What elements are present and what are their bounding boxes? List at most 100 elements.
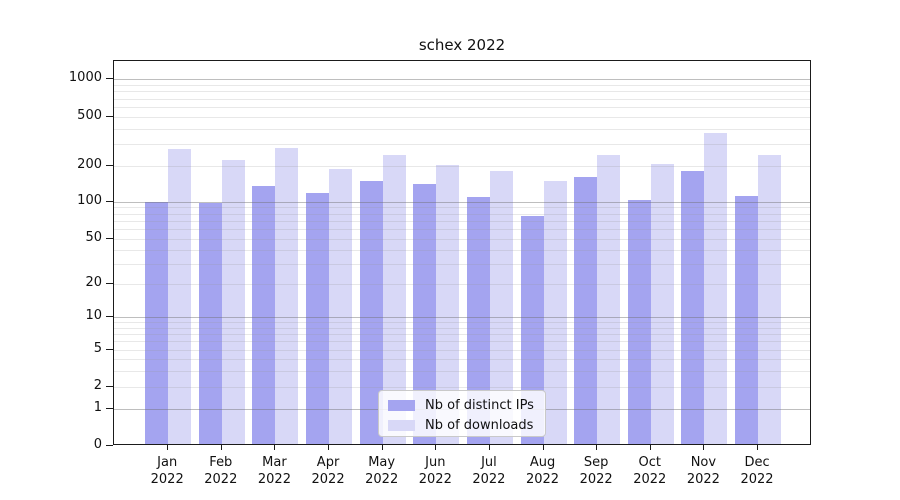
x-tick-label-sep: Sep 2022 <box>564 454 628 488</box>
x-tick-label-jun: Jun 2022 <box>403 454 467 488</box>
gridline-minor <box>114 84 810 86</box>
month-year: 2022 <box>257 471 291 487</box>
month-year: 2022 <box>311 471 345 487</box>
gridline-major <box>114 79 810 80</box>
bar-downloads-jul <box>489 170 513 444</box>
y-tick-mark <box>106 164 113 166</box>
month-year: 2022 <box>525 471 560 487</box>
month-year: 2022 <box>579 471 613 487</box>
gridline-minor <box>114 333 810 335</box>
x-tick-mark <box>757 444 759 450</box>
x-tick-mark <box>703 444 705 450</box>
month-year: 2022 <box>150 471 184 487</box>
bar-downloads-sep <box>597 155 621 444</box>
month-name: Sep <box>583 454 609 470</box>
legend-label-downloads: Nb of downloads <box>425 417 534 433</box>
x-tick-mark <box>167 444 169 450</box>
gridline-minor <box>114 264 810 266</box>
month-year: 2022 <box>740 471 774 487</box>
month-name: Apr <box>316 454 340 470</box>
gridline-minor <box>114 387 810 388</box>
month-name: Jun <box>425 454 446 470</box>
gridline-minor <box>114 165 810 167</box>
y-tick-label: 200 <box>77 156 102 172</box>
y-tick-mark <box>106 200 113 202</box>
bar-distinct-ips-jul <box>466 196 490 444</box>
gridline-minor <box>114 207 810 209</box>
gridline-minor <box>114 213 810 215</box>
bar-downloads-dec <box>758 155 782 444</box>
bar-distinct-ips-may <box>359 181 383 444</box>
x-tick-label-apr: Apr 2022 <box>296 454 360 488</box>
bar-distinct-ips-sep <box>574 176 598 444</box>
bar-downloads-jan <box>168 148 192 444</box>
y-tick-label: 1 <box>93 399 102 415</box>
x-tick-label-feb: Feb 2022 <box>189 454 253 488</box>
month-year: 2022 <box>633 471 667 487</box>
gridline-minor <box>114 284 810 285</box>
bar-distinct-ips-nov <box>681 170 705 444</box>
y-tick-mark <box>106 386 113 387</box>
legend: Nb of distinct IPs Nb of downloads <box>378 390 546 437</box>
chart-title: schex 2022 <box>418 36 506 54</box>
y-tick-label: 0 <box>93 436 102 452</box>
distinct-ips-swatch-icon <box>388 399 415 411</box>
y-tick-label: 5 <box>93 341 102 356</box>
gridline-minor <box>114 327 810 329</box>
bars-layer <box>114 61 810 444</box>
bar-distinct-ips-apr <box>306 193 330 444</box>
y-tick-mark <box>106 238 113 239</box>
bar-distinct-ips-jun <box>413 184 437 444</box>
y-tick-label: 10 <box>85 308 102 323</box>
gridline-minor <box>114 144 810 146</box>
legend-label-distinct-ips: Nb of distinct IPs <box>425 397 534 413</box>
x-tick-label-mar: Mar 2022 <box>242 454 306 488</box>
gridline-minor <box>114 341 810 343</box>
bar-downloads-feb <box>221 160 245 444</box>
y-tick-label: 50 <box>85 230 102 245</box>
x-tick-mark <box>220 444 222 450</box>
x-tick-label-nov: Nov 2022 <box>671 454 735 488</box>
x-tick-mark <box>596 444 598 450</box>
month-year: 2022 <box>472 471 506 487</box>
month-year: 2022 <box>365 471 399 487</box>
gridline-minor <box>114 239 810 240</box>
month-name: Feb <box>209 454 233 470</box>
gridline-minor <box>114 220 810 222</box>
x-tick-mark <box>542 444 544 450</box>
gridline-major <box>114 317 810 318</box>
gridline-minor <box>114 322 810 324</box>
x-tick-mark <box>649 444 651 450</box>
y-tick-mark <box>106 407 113 409</box>
month-year: 2022 <box>686 471 720 487</box>
y-tick-mark <box>106 116 113 117</box>
plot-area <box>113 60 811 445</box>
month-name: Mar <box>262 454 287 470</box>
y-tick-label: 2 <box>93 378 102 393</box>
x-tick-label-jan: Jan 2022 <box>135 454 199 488</box>
x-tick-label-aug: Aug 2022 <box>511 454 575 488</box>
gridline-minor <box>114 91 810 93</box>
x-tick-label-dec: Dec 2022 <box>725 454 789 488</box>
month-name: May <box>368 454 396 470</box>
bar-distinct-ips-oct <box>627 200 651 444</box>
month-name: Oct <box>638 454 661 470</box>
y-tick-mark <box>106 283 113 284</box>
bar-downloads-may <box>382 155 406 444</box>
month-year: 2022 <box>418 471 452 487</box>
y-tick-label: 500 <box>77 108 102 123</box>
month-name: Jan <box>157 454 178 470</box>
gridline-minor <box>114 107 810 108</box>
gridline-minor <box>114 98 810 100</box>
x-tick-label-may: May 2022 <box>350 454 414 488</box>
x-tick-mark <box>328 444 330 450</box>
x-tick-mark <box>435 444 437 450</box>
bar-downloads-mar <box>275 148 299 444</box>
gridline-major <box>114 201 810 203</box>
x-tick-mark <box>381 444 383 450</box>
x-tick-label-jul: Jul 2022 <box>457 454 521 488</box>
bar-distinct-ips-jan <box>145 201 169 444</box>
month-year: 2022 <box>204 471 238 487</box>
gridline-minor <box>114 370 810 372</box>
